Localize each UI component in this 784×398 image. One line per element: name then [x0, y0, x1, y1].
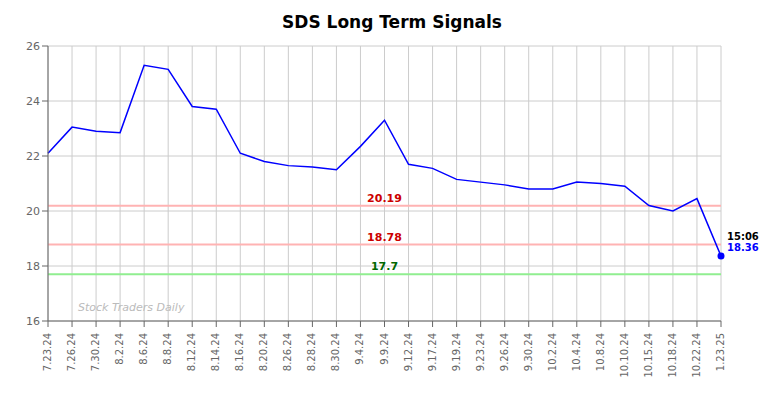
svg-text:10.10.24: 10.10.24 — [619, 333, 630, 378]
svg-text:18.78: 18.78 — [367, 231, 402, 244]
svg-text:8.20.24: 8.20.24 — [258, 333, 269, 371]
svg-text:26: 26 — [26, 40, 40, 53]
svg-text:20.19: 20.19 — [367, 192, 402, 205]
svg-text:10.4.24: 10.4.24 — [571, 333, 582, 371]
svg-text:24: 24 — [26, 95, 40, 108]
svg-text:10.22.24: 10.22.24 — [691, 333, 702, 378]
svg-text:8.12.24: 8.12.24 — [186, 333, 197, 371]
svg-text:9.17.24: 9.17.24 — [427, 333, 438, 371]
html-text:Stock Traders Daily: Stock Traders Daily — [78, 301, 185, 314]
svg-text:8.28.24: 8.28.24 — [306, 333, 317, 371]
svg-text:17.7: 17.7 — [371, 260, 398, 273]
svg-text:18.36: 18.36 — [727, 242, 759, 253]
svg-text:10.15.24: 10.15.24 — [643, 333, 654, 378]
svg-text:9.4.24: 9.4.24 — [354, 333, 365, 365]
svg-text:7.30.24: 7.30.24 — [90, 333, 101, 371]
svg-text:9.12.24: 9.12.24 — [403, 333, 414, 371]
svg-text:7.23.24: 7.23.24 — [42, 333, 53, 371]
svg-text:16: 16 — [26, 315, 40, 328]
svg-text:8.26.24: 8.26.24 — [282, 333, 293, 371]
svg-text:18: 18 — [26, 260, 40, 273]
html-text:SDS Long Term Signals: SDS Long Term Signals — [282, 12, 502, 32]
svg-text:9.30.24: 9.30.24 — [523, 333, 534, 371]
svg-text:9.19.24: 9.19.24 — [451, 333, 462, 371]
svg-text:10.2.24: 10.2.24 — [547, 333, 558, 371]
svg-text:9.26.24: 9.26.24 — [499, 333, 510, 371]
svg-text:10.18.24: 10.18.24 — [667, 333, 678, 378]
svg-text:8.30.24: 8.30.24 — [330, 333, 341, 371]
svg-text:15:06: 15:06 — [727, 231, 759, 242]
svg-text:8.2.24: 8.2.24 — [114, 333, 125, 365]
svg-text:8.8.24: 8.8.24 — [162, 333, 173, 365]
svg-text:1.23.25: 1.23.25 — [715, 333, 726, 371]
svg-text:7.26.24: 7.26.24 — [66, 333, 77, 371]
svg-text:8.6.24: 8.6.24 — [138, 333, 149, 365]
svg-text:20: 20 — [26, 205, 40, 218]
svg-text:9.9.24: 9.9.24 — [379, 333, 390, 365]
svg-text:10.8.24: 10.8.24 — [595, 333, 606, 371]
svg-text:8.16.24: 8.16.24 — [234, 333, 245, 371]
svg-text:9.23.24: 9.23.24 — [475, 333, 486, 371]
svg-text:22: 22 — [26, 150, 40, 163]
svg-text:8.14.24: 8.14.24 — [210, 333, 221, 371]
